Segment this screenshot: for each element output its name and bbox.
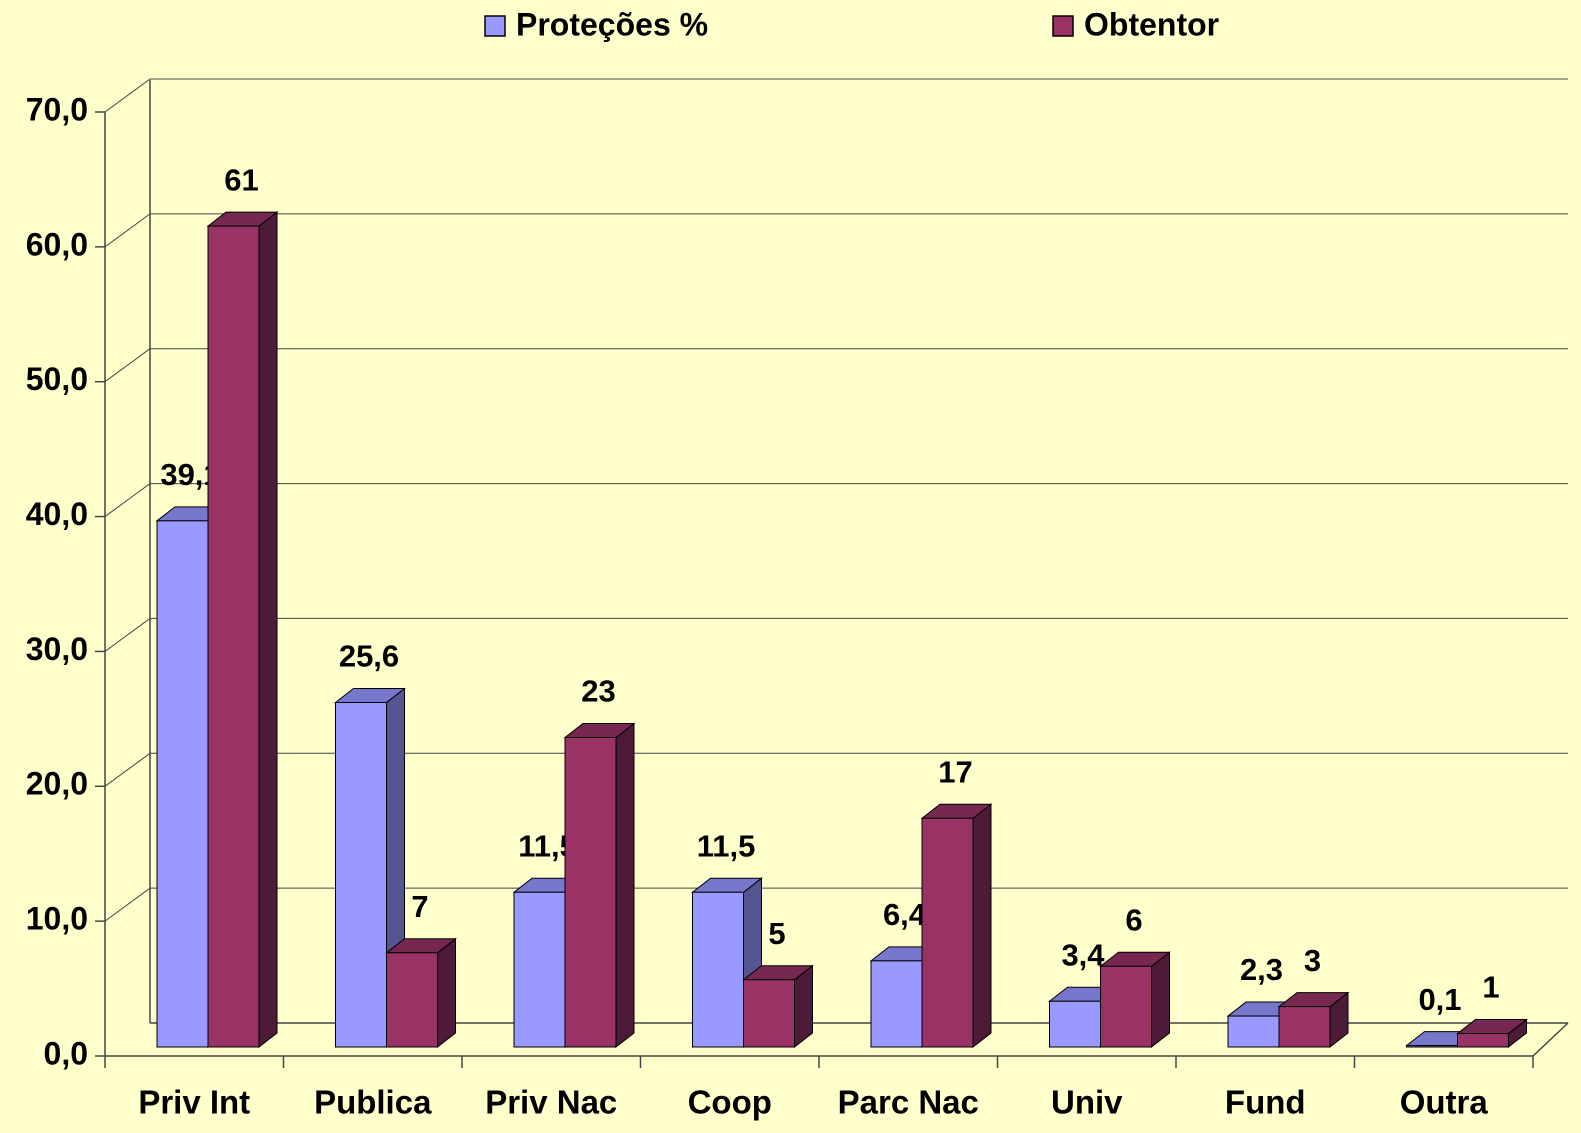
x-tick-label: Univ bbox=[1051, 1084, 1123, 1121]
grid-line-side bbox=[104, 887, 151, 922]
bar-front bbox=[513, 891, 566, 1048]
value-label: 0,1 bbox=[1418, 982, 1461, 1017]
x-tick-label: Outra bbox=[1400, 1084, 1489, 1121]
legend-swatch bbox=[484, 15, 506, 37]
x-tick-label: Fund bbox=[1225, 1084, 1306, 1121]
value-label: 3 bbox=[1304, 943, 1321, 978]
y-tick-label: 30,0 bbox=[26, 631, 88, 667]
bar bbox=[920, 803, 993, 1049]
value-label: 6 bbox=[1125, 902, 1142, 937]
y-tick-label: 50,0 bbox=[26, 361, 88, 397]
x-tick-label: Priv Nac bbox=[485, 1084, 617, 1121]
bar-side bbox=[437, 937, 456, 1049]
bar-front bbox=[1278, 1006, 1331, 1048]
bar-front bbox=[1049, 1000, 1101, 1048]
y-tick-label: 40,0 bbox=[26, 496, 88, 532]
value-label: 5 bbox=[768, 916, 785, 951]
floor-right bbox=[1532, 1022, 1569, 1057]
y-tick-label: 20,0 bbox=[26, 766, 88, 802]
y-tick-label: 0,0 bbox=[44, 1035, 88, 1071]
legend-label: Proteções % bbox=[516, 6, 708, 42]
legend-swatch bbox=[1052, 15, 1074, 37]
grid-line-side bbox=[104, 483, 151, 517]
bar-front bbox=[921, 817, 974, 1048]
bar-front bbox=[1227, 1015, 1280, 1048]
bar-side bbox=[972, 803, 992, 1049]
x-tick-label: Coop bbox=[688, 1084, 772, 1121]
bar bbox=[742, 964, 814, 1049]
bar-front bbox=[1406, 1045, 1458, 1048]
bar bbox=[1277, 991, 1350, 1049]
value-label: 23 bbox=[581, 674, 615, 709]
y-tick-label: 60,0 bbox=[26, 226, 88, 262]
x-tick-label: Publica bbox=[314, 1084, 432, 1121]
value-label: 17 bbox=[938, 754, 972, 789]
y-tick-label: 70,0 bbox=[26, 91, 88, 127]
bar-front bbox=[207, 225, 260, 1048]
x-tick-label: Parc Nac bbox=[838, 1084, 979, 1121]
bar-front bbox=[692, 891, 744, 1048]
value-label: 3,4 bbox=[1061, 937, 1105, 972]
bar-side bbox=[1151, 951, 1170, 1049]
x-tick-label: Priv Int bbox=[138, 1084, 250, 1121]
bar-front bbox=[870, 960, 923, 1048]
grid-line-side bbox=[104, 618, 151, 652]
bar-front bbox=[335, 701, 387, 1048]
bar-front bbox=[743, 979, 795, 1048]
value-label: 2,3 bbox=[1240, 952, 1283, 987]
bar-front bbox=[156, 520, 209, 1048]
bar-front bbox=[1100, 965, 1152, 1048]
bar-front bbox=[564, 736, 617, 1048]
value-label: 1 bbox=[1482, 970, 1499, 1005]
bar bbox=[1456, 1018, 1528, 1049]
grid-line-side bbox=[104, 752, 151, 787]
value-label: 7 bbox=[411, 889, 428, 924]
bar bbox=[563, 722, 636, 1049]
legend-label: Obtentor bbox=[1084, 6, 1219, 42]
bar-side bbox=[258, 211, 278, 1049]
grid-line-side bbox=[104, 348, 151, 383]
bar bbox=[206, 211, 279, 1049]
bar-front bbox=[1457, 1033, 1509, 1048]
value-label: 61 bbox=[224, 162, 258, 197]
y-tick-label: 10,0 bbox=[26, 901, 88, 937]
bar-side bbox=[615, 722, 635, 1049]
grid-line-side bbox=[104, 78, 151, 113]
value-label: 6,4 bbox=[883, 897, 927, 932]
bar-front bbox=[386, 952, 438, 1048]
bar bbox=[1099, 951, 1171, 1049]
value-label: 11,5 bbox=[697, 828, 756, 863]
bar bbox=[385, 937, 457, 1049]
grid-line-side bbox=[104, 213, 151, 248]
value-label: 25,6 bbox=[339, 639, 399, 674]
